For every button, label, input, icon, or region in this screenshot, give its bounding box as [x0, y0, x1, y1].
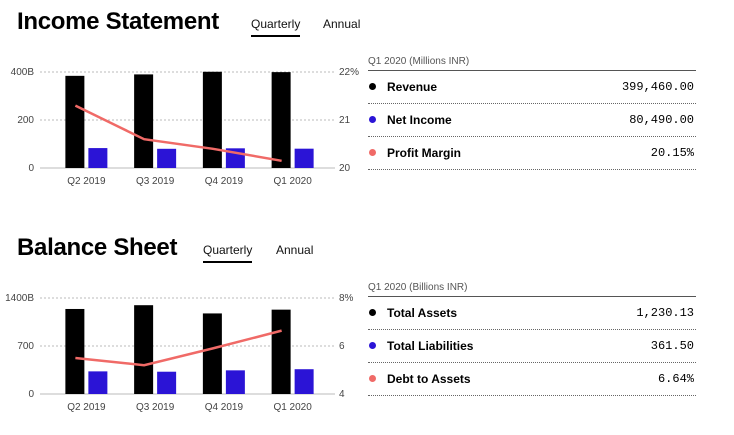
y-tick-label-left: 400B	[11, 67, 35, 78]
row-value: 399,460.00	[621, 80, 694, 94]
x-tick-label: Q3 2019	[136, 176, 175, 187]
row-value: 80,490.00	[629, 113, 694, 127]
bar-primary	[134, 74, 154, 168]
legend-dot-icon	[369, 375, 376, 382]
row-value: 6.64%	[657, 372, 694, 386]
tab-annual[interactable]: Annual	[323, 17, 361, 31]
y-tick-label-left: 1400B	[5, 293, 34, 304]
chart-area: 1400B 8% 700 6 0 4 Q2 2019 Q3 2019 Q4 2019 Q1 202…	[5, 293, 353, 413]
summary-row-net-income: Net Income 80,490.00	[368, 104, 696, 137]
period-label: Q1 2020 (Millions INR)	[368, 56, 470, 67]
bar-primary	[202, 313, 222, 394]
row-label: Profit Margin	[387, 146, 461, 160]
tab-quarterly[interactable]: Quarterly	[251, 17, 301, 37]
y-tick-label-right: 6	[339, 341, 345, 352]
bar-secondary	[225, 370, 245, 394]
legend-dot-icon	[369, 149, 376, 156]
bar-primary	[271, 72, 291, 168]
summary-row-profit-margin: Profit Margin 20.15%	[368, 137, 696, 170]
income-chart: 400B 22% 200 21 0 20 Q2 2019 Q3 2019 Q4 2019 Q1 2…	[11, 67, 359, 187]
section-title: Balance Sheet	[17, 234, 178, 261]
x-tick-label: Q2 2019	[67, 402, 106, 413]
row-value: 361.50	[650, 339, 694, 353]
x-tick-label: Q4 2019	[205, 176, 244, 187]
x-tick-label: Q4 2019	[205, 402, 244, 413]
bar-primary	[202, 71, 222, 168]
summary-row-total-liabilities: Total Liabilities 361.50	[368, 330, 696, 363]
tab-quarterly[interactable]: Quarterly	[203, 243, 253, 263]
row-label: Debt to Assets	[387, 372, 471, 386]
legend-dot-icon	[369, 342, 376, 349]
row-label: Net Income	[387, 113, 452, 127]
balance-chart: 1400B 8% 700 6 0 4 Q2 2019 Q3 2019 Q4 2019 Q1 202…	[5, 293, 353, 413]
y-tick-label-right: 8%	[339, 293, 354, 304]
bar-secondary	[294, 369, 314, 394]
y-tick-label-left: 0	[28, 389, 34, 400]
y-tick-label-left: 200	[17, 115, 34, 126]
summary-row-revenue: Revenue 399,460.00	[368, 71, 696, 104]
bar-primary	[65, 308, 85, 394]
row-value: 20.15%	[650, 146, 694, 160]
summary-row-total-assets: Total Assets 1,230.13	[368, 297, 696, 330]
legend-dot-icon	[369, 83, 376, 90]
ratio-line	[75, 329, 282, 367]
bar-secondary	[157, 148, 177, 168]
y-tick-label-right: 21	[339, 115, 351, 126]
x-tick-label: Q3 2019	[136, 402, 175, 413]
row-label: Total Liabilities	[387, 339, 474, 353]
bar-secondary	[294, 148, 314, 168]
y-tick-label-right: 20	[339, 163, 351, 174]
bar-primary	[65, 75, 85, 168]
row-value: 1,230.13	[636, 306, 694, 320]
summary-row-debt-to-assets: Debt to Assets 6.64%	[368, 363, 696, 396]
ratio-line	[74, 104, 282, 163]
section-title: Income Statement	[17, 8, 219, 35]
y-tick-label-left: 700	[17, 341, 34, 352]
summary-rows: Total Assets 1,230.13 Total Liabilities …	[368, 296, 696, 396]
y-tick-label-right: 4	[339, 389, 345, 400]
bar-primary	[134, 305, 154, 394]
bar-secondary	[88, 148, 108, 168]
bar-secondary	[157, 371, 177, 394]
bar-primary	[271, 309, 291, 394]
row-label: Total Assets	[387, 306, 458, 320]
chart-area: 400B 22% 200 21 0 20 Q2 2019 Q3 2019 Q4 2019 Q1 2…	[11, 67, 359, 187]
period-label: Q1 2020 (Billions INR)	[368, 282, 468, 293]
row-label: Revenue	[387, 80, 438, 94]
legend-dot-icon	[369, 116, 376, 123]
summary-rows: Revenue 399,460.00 Net Income 80,490.00 …	[368, 70, 696, 170]
bar-secondary	[88, 371, 108, 394]
x-tick-label: Q1 2020	[273, 176, 312, 187]
legend-dot-icon	[369, 309, 376, 316]
y-tick-label-right: 22%	[339, 67, 359, 78]
tab-annual[interactable]: Annual	[276, 243, 314, 257]
x-tick-label: Q2 2019	[67, 176, 106, 187]
x-tick-label: Q1 2020	[273, 402, 312, 413]
y-tick-label-left: 0	[28, 163, 34, 174]
